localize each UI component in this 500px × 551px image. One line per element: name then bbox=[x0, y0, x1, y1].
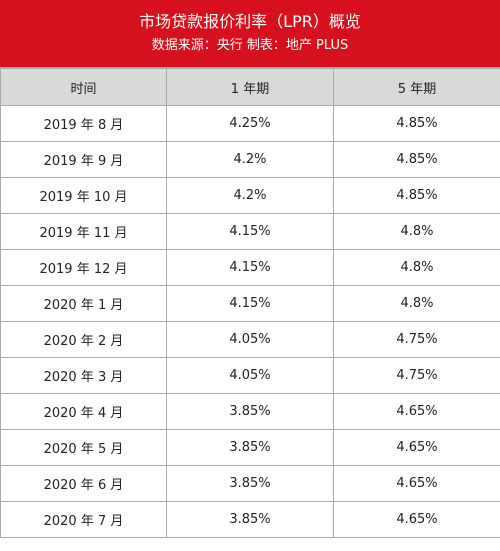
table-header-banner: 市场贷款报价利率（LPR）概览 数据来源：央行 制表：地产 PLUS bbox=[0, 0, 500, 68]
one-year-rate-cell: 3.85% bbox=[166, 393, 334, 430]
time-cell: 2020 年 5 月 bbox=[0, 429, 167, 466]
five-year-rate-cell: 4.75% bbox=[333, 357, 500, 394]
table-row: 2019 年 11 月 4.15% 4.8% bbox=[0, 213, 500, 250]
five-year-rate-cell: 4.65% bbox=[333, 429, 500, 466]
table-row: 2020 年 6 月 3.85% 4.65% bbox=[0, 465, 500, 502]
one-year-rate-cell: 4.25% bbox=[166, 105, 334, 142]
time-cell: 2019 年 12 月 bbox=[0, 249, 167, 286]
one-year-rate-cell: 3.85% bbox=[166, 429, 334, 466]
five-year-rate-cell: 4.65% bbox=[333, 465, 500, 502]
time-cell: 2019 年 8 月 bbox=[0, 105, 167, 142]
column-header-5-year: 5 年期 bbox=[333, 68, 500, 106]
one-year-rate-cell: 3.85% bbox=[166, 465, 334, 502]
five-year-rate-cell: 4.75% bbox=[333, 321, 500, 358]
column-header-time: 时间 bbox=[0, 68, 167, 106]
table-row: 2019 年 10 月 4.2% 4.85% bbox=[0, 177, 500, 214]
table-row: 2019 年 8 月 4.25% 4.85% bbox=[0, 105, 500, 142]
time-cell: 2019 年 10 月 bbox=[0, 177, 167, 214]
page-title: 市场贷款报价利率（LPR）概览 bbox=[139, 12, 361, 31]
one-year-rate-cell: 4.15% bbox=[166, 213, 334, 250]
one-year-rate-cell: 3.85% bbox=[166, 501, 334, 538]
source-credit: 数据来源：央行 制表：地产 PLUS bbox=[151, 38, 349, 53]
one-year-rate-cell: 4.15% bbox=[166, 249, 334, 286]
time-cell: 2020 年 4 月 bbox=[0, 393, 167, 430]
time-cell: 2020 年 6 月 bbox=[0, 465, 167, 502]
one-year-rate-cell: 4.2% bbox=[166, 141, 334, 178]
header-row: 时间 1 年期 5 年期 bbox=[0, 68, 500, 106]
five-year-rate-cell: 4.85% bbox=[333, 141, 500, 178]
time-cell: 2020 年 2 月 bbox=[0, 321, 167, 358]
five-year-rate-cell: 4.8% bbox=[333, 213, 500, 250]
table-row: 2020 年 2 月 4.05% 4.75% bbox=[0, 321, 500, 358]
table-row: 2019 年 12 月 4.15% 4.8% bbox=[0, 249, 500, 286]
table-row: 2020 年 5 月 3.85% 4.65% bbox=[0, 429, 500, 466]
table-row: 2020 年 1 月 4.15% 4.8% bbox=[0, 285, 500, 322]
five-year-rate-cell: 4.8% bbox=[333, 285, 500, 322]
time-cell: 2020 年 3 月 bbox=[0, 357, 167, 394]
five-year-rate-cell: 4.8% bbox=[333, 249, 500, 286]
one-year-rate-cell: 4.05% bbox=[166, 357, 334, 394]
table-body: 2019 年 8 月 4.25% 4.85% 2019 年 9 月 4.2% 4… bbox=[0, 105, 500, 538]
time-cell: 2020 年 1 月 bbox=[0, 285, 167, 322]
table-row: 2020 年 7 月 3.85% 4.65% bbox=[0, 501, 500, 538]
time-cell: 2019 年 9 月 bbox=[0, 141, 167, 178]
lpr-table: 时间 1 年期 5 年期 2019 年 8 月 4.25% 4.85% 2019… bbox=[0, 68, 500, 538]
time-cell: 2019 年 11 月 bbox=[0, 213, 167, 250]
five-year-rate-cell: 4.65% bbox=[333, 393, 500, 430]
five-year-rate-cell: 4.85% bbox=[333, 105, 500, 142]
one-year-rate-cell: 4.15% bbox=[166, 285, 334, 322]
one-year-rate-cell: 4.05% bbox=[166, 321, 334, 358]
time-cell: 2020 年 7 月 bbox=[0, 501, 167, 538]
table-head: 时间 1 年期 5 年期 bbox=[0, 68, 500, 106]
table-row: 2020 年 3 月 4.05% 4.75% bbox=[0, 357, 500, 394]
one-year-rate-cell: 4.2% bbox=[166, 177, 334, 214]
five-year-rate-cell: 4.65% bbox=[333, 501, 500, 538]
table-row: 2019 年 9 月 4.2% 4.85% bbox=[0, 141, 500, 178]
table-row: 2020 年 4 月 3.85% 4.65% bbox=[0, 393, 500, 430]
five-year-rate-cell: 4.85% bbox=[333, 177, 500, 214]
column-header-1-year: 1 年期 bbox=[166, 68, 334, 106]
